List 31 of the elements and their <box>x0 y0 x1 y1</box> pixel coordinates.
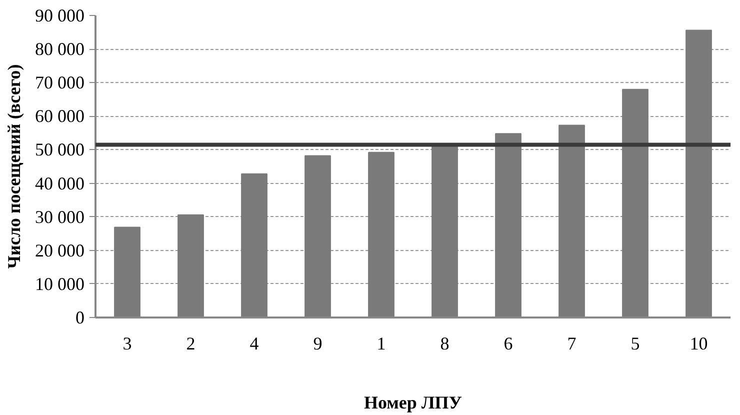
x-tick-label: 10 <box>690 334 708 354</box>
bar <box>304 155 331 318</box>
y-tick-label: 80 000 <box>35 39 84 60</box>
x-tick-label: 8 <box>440 334 450 354</box>
bar <box>495 133 522 318</box>
y-tick-label: 90 000 <box>35 6 84 26</box>
x-tick-label: 9 <box>313 334 322 354</box>
y-tick-label: 70 000 <box>35 72 84 93</box>
x-tick-label: 5 <box>630 334 640 354</box>
y-tick-label: 50 000 <box>35 140 84 160</box>
bar <box>241 173 268 318</box>
x-tick-label: 2 <box>186 334 196 354</box>
y-tick-label: 60 000 <box>35 106 84 126</box>
x-tick-label: 1 <box>376 334 386 354</box>
y-tick-label: 40 000 <box>35 173 84 194</box>
bar <box>622 88 648 318</box>
x-axis-title: Номер ЛПУ <box>364 392 462 412</box>
y-tick-label: 20 000 <box>35 240 84 260</box>
y-axis-title: Число посещений (всего) <box>4 64 24 269</box>
x-tick-label: 4 <box>250 334 259 354</box>
x-tick-label: 3 <box>122 334 132 354</box>
bar <box>686 30 712 318</box>
x-tick-label: 7 <box>567 334 576 354</box>
bar <box>558 124 585 318</box>
bar <box>368 152 394 318</box>
y-tick-label: 30 000 <box>35 206 84 227</box>
x-tick-label: 6 <box>504 334 513 354</box>
y-tick-label: 10 000 <box>35 274 84 294</box>
bar <box>178 214 204 318</box>
bar <box>114 226 140 318</box>
y-tick-label: 0 <box>76 308 84 328</box>
